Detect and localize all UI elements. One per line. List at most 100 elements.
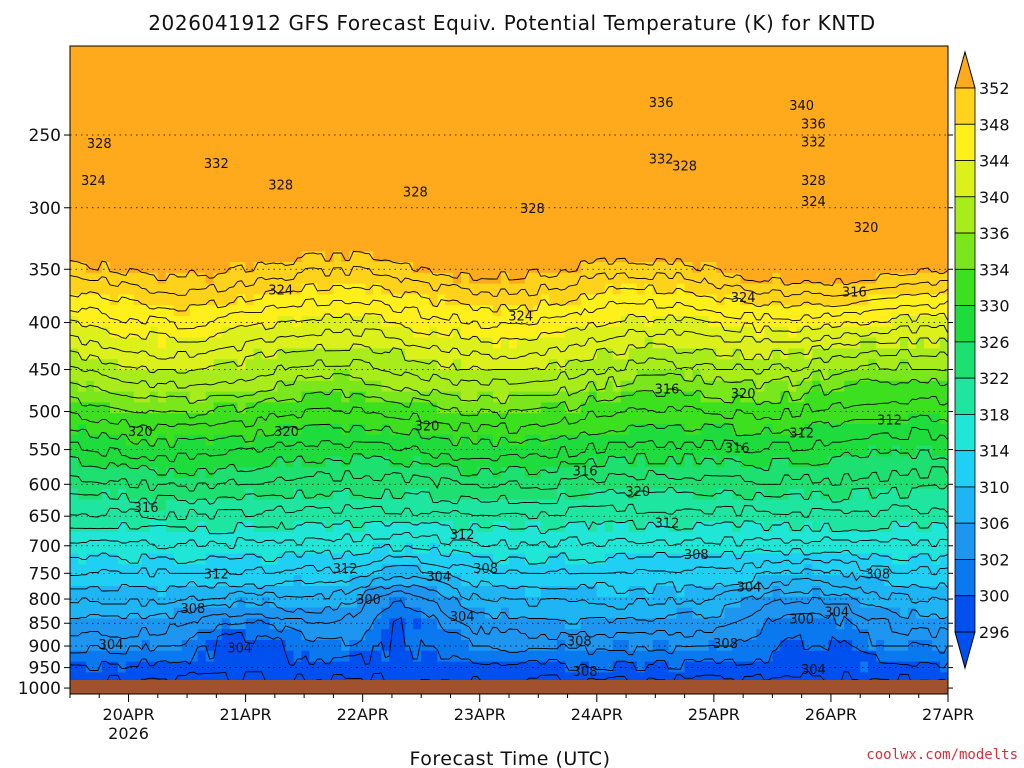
field-cell: [580, 542, 590, 555]
field-cell: [716, 618, 726, 630]
field-cell: [429, 413, 438, 425]
field-cell: [365, 434, 374, 447]
field-cell: [532, 56, 542, 69]
field-cell: [516, 380, 526, 393]
field-cell: [285, 197, 295, 209]
field-cell: [700, 67, 710, 79]
field-cell: [708, 661, 718, 673]
field-cell: [692, 499, 702, 511]
field-cell: [724, 251, 734, 263]
field-cell: [349, 370, 358, 382]
field-cell: [285, 553, 295, 565]
field-cell: [596, 467, 606, 479]
field-cell: [205, 46, 215, 58]
field-cell: [333, 337, 342, 349]
field-cell: [572, 164, 582, 177]
field-cell: [261, 499, 271, 511]
field-cell: [109, 316, 119, 328]
field-cell: [692, 467, 702, 479]
field-cell: [125, 478, 135, 490]
field-cell: [596, 499, 606, 511]
field-cell: [389, 294, 398, 306]
field-cell: [205, 499, 215, 511]
field-cell: [477, 564, 486, 576]
field-cell: [189, 402, 199, 414]
field-cell: [596, 132, 606, 144]
field-cell: [245, 542, 255, 555]
field-cell: [141, 78, 151, 90]
field-cell: [564, 607, 574, 619]
field-cell: [101, 229, 111, 241]
field-cell: [668, 478, 678, 490]
field-cell: [532, 640, 542, 652]
field-cell: [668, 402, 678, 414]
field-cell: [604, 380, 614, 393]
field-cell: [588, 575, 598, 587]
field-cell: [509, 316, 518, 328]
field-cell: [437, 283, 446, 295]
field-cell: [93, 316, 103, 328]
field-cell: [676, 121, 686, 133]
field-cell: [588, 121, 598, 133]
field-cell: [365, 240, 374, 252]
field-cell: [389, 521, 398, 533]
field-cell: [309, 488, 319, 501]
field-cell: [205, 553, 215, 565]
field-cell: [293, 510, 303, 522]
field-cell: [429, 586, 438, 598]
field-cell: [85, 186, 95, 198]
field-cell: [516, 456, 526, 468]
field-cell: [405, 262, 414, 274]
field-cell: [365, 521, 374, 533]
field-cell: [516, 89, 526, 101]
field-cell: [588, 154, 598, 166]
field-cell: [509, 348, 518, 360]
field-cell: [117, 337, 127, 349]
field-cell: [325, 564, 334, 576]
field-cell: [461, 402, 470, 414]
field-cell: [588, 229, 598, 241]
field-cell: [580, 586, 590, 598]
field-cell: [724, 542, 734, 555]
field-cell: [413, 46, 422, 58]
field-cell: [277, 283, 287, 295]
field-cell: [524, 251, 534, 263]
field-cell: [628, 240, 638, 252]
field-cell: [676, 672, 686, 684]
field-cell: [173, 110, 183, 123]
field-cell: [397, 89, 406, 101]
field-cell: [676, 154, 686, 166]
field-cell: [580, 370, 590, 382]
field-cell: [477, 521, 486, 533]
field-cell: [453, 100, 462, 112]
field-cell: [365, 262, 374, 274]
field-cell: [101, 67, 111, 79]
field-cell: [245, 121, 255, 133]
field-cell: [293, 413, 303, 425]
field-cell: [461, 650, 470, 663]
field-cell: [660, 456, 670, 468]
field-cell: [421, 607, 430, 619]
field-cell: [700, 218, 710, 231]
field-cell: [556, 100, 566, 112]
field-cell: [580, 175, 590, 187]
field-cell: [349, 424, 358, 436]
field-cell: [692, 337, 702, 349]
field-cell: [93, 348, 103, 360]
field-cell: [205, 326, 215, 339]
field-cell: [548, 359, 558, 371]
field-cell: [213, 154, 223, 166]
field-cell: [700, 100, 710, 112]
field-cell: [596, 164, 606, 177]
field-cell: [269, 618, 279, 630]
field-cell: [357, 229, 366, 241]
field-cell: [85, 629, 95, 641]
field-cell: [485, 110, 494, 123]
field-cell: [141, 56, 151, 69]
field-cell: [237, 424, 247, 436]
field-cell: [341, 164, 350, 177]
field-cell: [173, 186, 183, 198]
field-cell: [716, 650, 726, 663]
field-cell: [197, 445, 207, 457]
field-cell: [437, 359, 446, 371]
